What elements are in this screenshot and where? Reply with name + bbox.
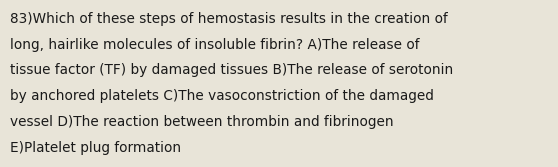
Text: E)Platelet plug formation: E)Platelet plug formation: [10, 141, 181, 155]
Text: tissue factor (TF) by damaged tissues B)The release of serotonin: tissue factor (TF) by damaged tissues B)…: [10, 63, 453, 77]
Text: 83)Which of these steps of hemostasis results in the creation of: 83)Which of these steps of hemostasis re…: [10, 12, 448, 26]
Text: long, hairlike molecules of insoluble fibrin? A)The release of: long, hairlike molecules of insoluble fi…: [10, 38, 420, 52]
Text: vessel D)The reaction between thrombin and fibrinogen: vessel D)The reaction between thrombin a…: [10, 115, 394, 129]
Text: by anchored platelets C)The vasoconstriction of the damaged: by anchored platelets C)The vasoconstric…: [10, 89, 434, 103]
